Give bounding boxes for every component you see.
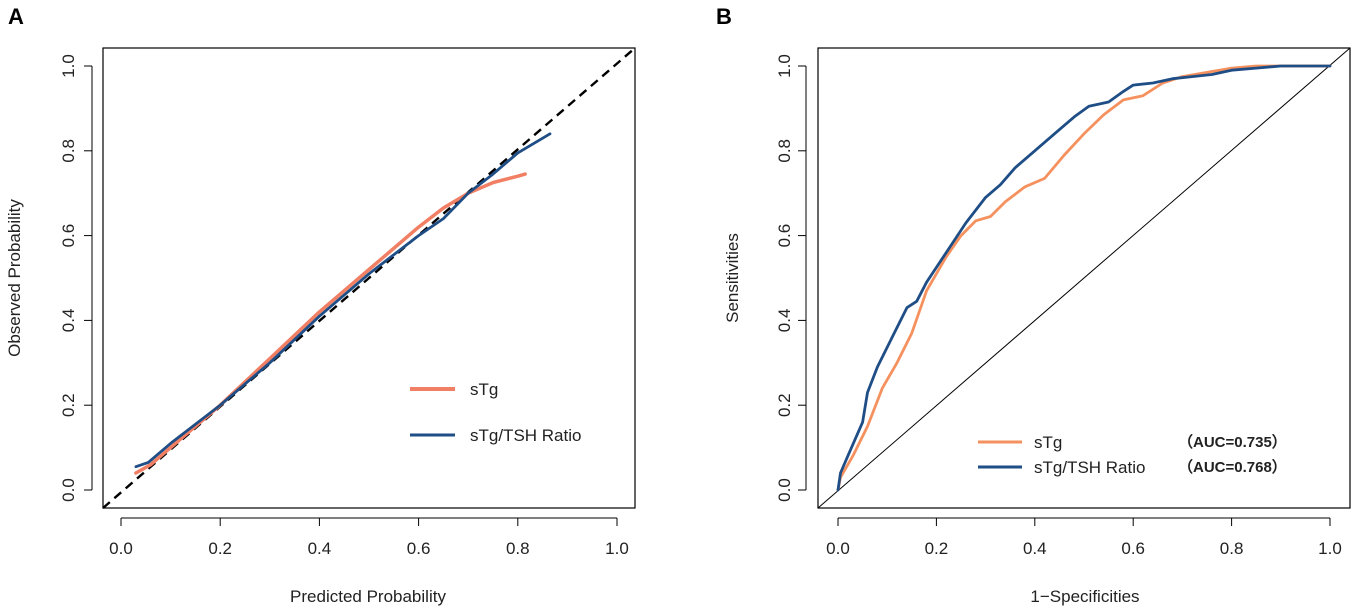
- panel-a-y-tick-label: 0.6: [59, 224, 78, 248]
- panel-b-label: B: [716, 4, 732, 29]
- panel-b-series: [836, 64, 1332, 492]
- panel-b-legend-label-stg: sTg: [1034, 433, 1062, 452]
- panel-b-legend-label-ratio: sTg/TSH Ratio: [1034, 458, 1145, 477]
- panel-b-x-tick-label: 0.0: [826, 539, 850, 558]
- panel-a-x-tick-label: 1.0: [605, 539, 629, 558]
- panel-a-x-tick-label: 0.4: [308, 539, 332, 558]
- panel-a-series-stg: [134, 172, 527, 475]
- panel-b-x-axis-title: 1−Specificities: [1030, 587, 1139, 606]
- panel-a-x-tick-label: 0.2: [208, 539, 232, 558]
- panel-b-y-tick-label: 0.2: [775, 393, 794, 417]
- panel-a-x-ticks: 0.0 0.2 0.4 0.6 0.8 1.0: [109, 517, 629, 558]
- panel-b-x-tick-label: 0.2: [925, 539, 949, 558]
- panel-a-y-axis-title: Observed Probability: [5, 199, 24, 357]
- panel-b-x-ticks: 0.0 0.2 0.4 0.6 0.8 1.0: [826, 517, 1342, 558]
- panel-b-legend: sTg （AUC=0.735） sTg/TSH Ratio （AUC=0.768…: [978, 433, 1287, 477]
- panel-a-x-tick-label: 0.0: [109, 539, 133, 558]
- panel-b-x-tick-label: 1.0: [1318, 539, 1342, 558]
- panel-a-y-tick-label: 1.0: [59, 54, 78, 78]
- panel-b-y-tick-label: 0.4: [775, 309, 794, 333]
- panel-a: A 0.0 0.2 0.4 0.6 0.8 1.0 0.00.20.40.60.81.0 …: [5, 4, 636, 606]
- panel-a-y-ticks: 0.0 0.2 0.4 0.6 0.8 1.0: [59, 54, 93, 502]
- panel-b-plot-frame: [817, 47, 1351, 509]
- panel-a-x-tick-label: 0.6: [407, 539, 431, 558]
- panel-b-y-tick-label: 0.6: [775, 224, 794, 248]
- panel-b-x-tick-label: 0.8: [1220, 539, 1244, 558]
- panel-a-legend-label-stg: sTg: [470, 380, 498, 399]
- panel-a-series-stg-tsh-ratio: [134, 132, 552, 469]
- panel-a-label: A: [8, 4, 24, 29]
- panel-b: B 0.0 0.2 0.4 0.6 0.8 1.0 0.00.20.40.60.81.0 …: [716, 4, 1351, 606]
- panel-a-y-tick-label: 0.4: [59, 309, 78, 333]
- panel-b-series-stg-tsh-ratio: [836, 64, 1332, 492]
- panel-a-reference-diagonal: [102, 47, 636, 509]
- panel-b-auc-ratio: （AUC=0.768）: [1178, 458, 1287, 476]
- panel-b-reference-diagonal: [817, 47, 1351, 509]
- panel-b-x-tick-label: 0.6: [1121, 539, 1145, 558]
- panel-a-x-axis-title: Predicted Probability: [290, 587, 446, 606]
- panel-a-legend-label-ratio: sTg/TSH Ratio: [470, 426, 581, 445]
- panel-a-x-tick-label: 0.8: [506, 539, 530, 558]
- panel-b-series-stg: [836, 64, 1332, 492]
- panel-b-y-ticks: 0.0 0.2 0.4 0.6 0.8 1.0: [775, 54, 807, 502]
- panel-b-y-tick-label: 0.0: [775, 478, 794, 502]
- panel-b-y-tick-label: 0.8: [775, 139, 794, 163]
- panel-b-y-tick-label: 1.0: [775, 54, 794, 78]
- panel-b-y-axis-title: Sensitivities: [723, 233, 742, 323]
- panel-b-x-tick-label: 0.4: [1023, 539, 1047, 558]
- panel-a-y-tick-label: 0.0: [59, 478, 78, 502]
- panel-a-series: [134, 132, 552, 475]
- panel-b-auc-stg: （AUC=0.735）: [1178, 433, 1287, 451]
- panel-a-y-tick-label: 0.2: [59, 393, 78, 417]
- panel-a-plot-frame: [102, 47, 636, 509]
- panel-a-legend: sTg sTg/TSH Ratio: [410, 380, 581, 445]
- panel-a-y-tick-label: 0.8: [59, 139, 78, 163]
